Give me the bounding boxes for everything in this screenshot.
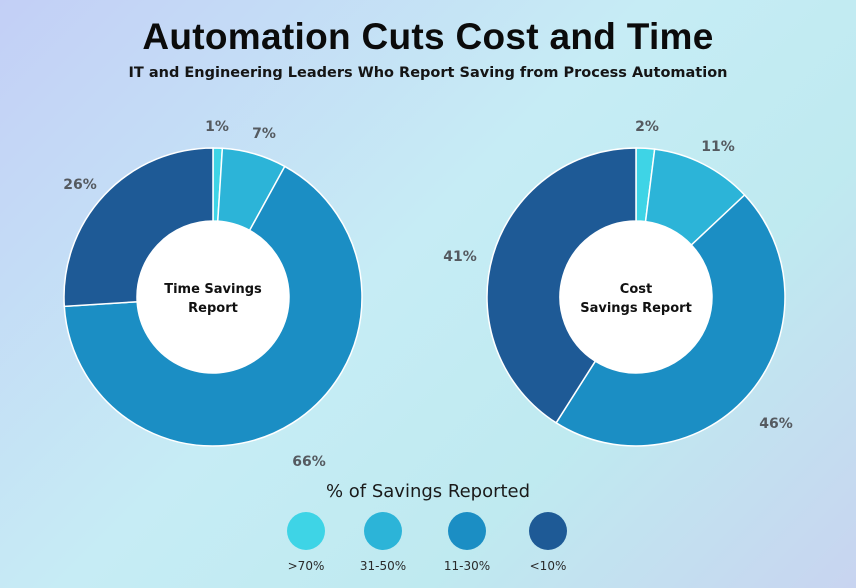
data-label: 2% (635, 119, 659, 135)
data-label: 11% (701, 139, 735, 155)
center-label: Cost Savings Report (580, 282, 692, 316)
data-label: 7% (252, 126, 276, 142)
donut-chart-1: Time Savings Report 1% 7% 66% 26% (63, 119, 363, 470)
legend-title: % of Savings Reported (325, 481, 531, 502)
legend-label: 11-30% (443, 559, 491, 573)
legend-swatch (364, 512, 402, 550)
legend-item: >70% (266, 512, 346, 573)
data-label: 46% (759, 416, 793, 432)
legend-item: 31-50% (343, 512, 423, 573)
data-label: 66% (292, 454, 326, 470)
chart-subtitle: IT and Engineering Leaders Who Report Sa… (128, 65, 728, 81)
data-label: 26% (63, 177, 97, 193)
legend-label: 31-50% (359, 559, 407, 573)
data-label: 1% (205, 119, 229, 135)
chart-title: Automation Cuts Cost and Time (142, 16, 714, 57)
donut-hole (560, 221, 712, 373)
legend-item: 11-30% (427, 512, 507, 573)
legend-label: >70% (287, 559, 325, 573)
legend-label: <10% (529, 559, 567, 573)
legend-swatch (287, 512, 325, 550)
legend-swatch (529, 512, 567, 550)
center-label: Time Savings Report (164, 282, 262, 316)
legend-item: <10% (508, 512, 588, 573)
legend-swatch (448, 512, 486, 550)
data-label: 41% (443, 249, 477, 265)
donut-chart-2: Cost Savings Report 2% 11% 46% 41% (443, 119, 793, 447)
donut-hole (137, 221, 289, 373)
